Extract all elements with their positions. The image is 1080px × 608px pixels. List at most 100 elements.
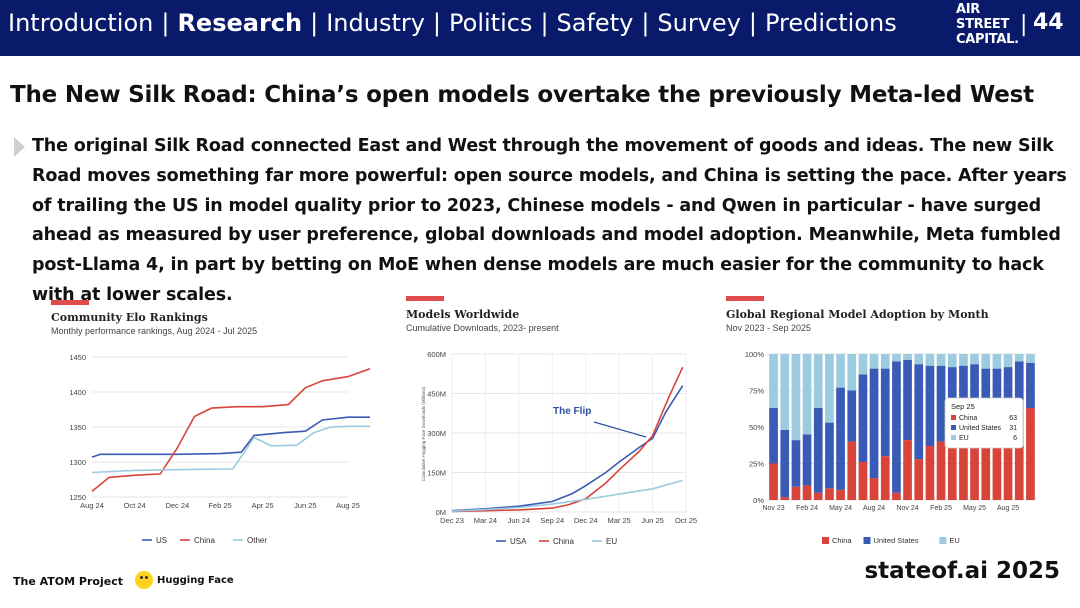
bar-china — [914, 459, 924, 500]
nav-item-politics[interactable]: Politics — [449, 9, 533, 37]
stateof-ai-brand: stateof.ai 2025 — [864, 558, 1060, 584]
bar-united-states — [1014, 361, 1024, 413]
nav-separator: | — [432, 9, 442, 37]
downloads-chart: 0M 150M 300M 450M 600M Dec 23 Mar 24 Jun 24 Sep … — [421, 350, 697, 546]
bar-china — [780, 497, 790, 500]
bar-eu — [825, 354, 834, 423]
bar-eu — [858, 354, 868, 375]
bar-eu — [1026, 354, 1035, 363]
bar-eu — [959, 354, 968, 366]
y-tick-label: 1300 — [69, 458, 86, 467]
bar-eu — [836, 354, 845, 388]
elo-chart-title: Community Elo Rankings — [51, 311, 208, 324]
nav-item-safety[interactable]: Safety — [556, 9, 634, 37]
nav-separator: | — [310, 9, 319, 37]
y-tick-label: 150M — [427, 469, 446, 478]
logo-line: CAPITAL. — [956, 32, 1019, 47]
tooltip-box — [944, 397, 1024, 449]
bar-united-states — [925, 365, 935, 446]
bar-eu — [981, 354, 991, 369]
bar-united-states — [981, 368, 991, 425]
legend-label: USA — [510, 537, 527, 546]
bar-eu — [947, 354, 957, 368]
series-line-us — [91, 416, 370, 458]
bar-united-states — [914, 364, 924, 460]
nav-item-industry[interactable]: Industry — [326, 9, 425, 37]
nav-separator: | — [540, 9, 549, 37]
x-tick-label: Nov 24 — [896, 505, 918, 512]
tooltip-title: Sep 25 — [951, 402, 975, 411]
bar-eu — [813, 354, 823, 408]
bar-china — [892, 492, 901, 500]
bar-eu — [780, 354, 790, 430]
air-street-capital-logo: AIR STREET CAPITAL. — [956, 2, 1019, 47]
bar-china — [769, 463, 778, 500]
bar-eu — [1014, 354, 1024, 362]
bar-china — [981, 424, 991, 500]
legend-label: EU — [949, 536, 959, 545]
x-tick-label: Jun 25 — [641, 516, 664, 525]
nav-item-survey[interactable]: Survey — [657, 9, 741, 37]
y-tick-label: 75% — [749, 387, 764, 396]
bar-china — [947, 440, 957, 500]
bar-united-states — [936, 365, 946, 442]
x-tick-label: Dec 23 — [440, 516, 464, 525]
chart-accent-bar — [406, 296, 444, 301]
bar-united-states — [892, 361, 901, 493]
nav-item-research[interactable]: Research — [177, 9, 303, 37]
x-tick-label: Dec 24 — [574, 516, 598, 525]
bar-united-states — [825, 422, 834, 489]
bar-united-states — [1003, 367, 1013, 416]
bar-china — [847, 441, 857, 500]
tooltip-value: 31 — [1009, 425, 1017, 432]
y-tick-label: 50% — [749, 423, 764, 432]
page-number: 44 — [1033, 10, 1064, 35]
bar-china — [959, 434, 968, 500]
x-tick-label: Feb 25 — [930, 505, 952, 512]
bar-eu — [936, 354, 946, 366]
x-tick-label: Oct 24 — [124, 501, 146, 510]
x-tick-label: Mar 24 — [474, 516, 497, 525]
x-tick-label: Aug 24 — [80, 501, 104, 510]
bar-china — [802, 485, 812, 500]
tooltip-label: EU — [959, 435, 969, 442]
bar-china — [970, 429, 979, 500]
nav-item-introduction[interactable]: Introduction — [8, 9, 154, 37]
y-tick-label: 450M — [427, 390, 446, 399]
tooltip-swatch — [951, 425, 956, 430]
x-tick-label: Jun 24 — [508, 516, 531, 525]
page-separator: | — [1020, 12, 1028, 37]
legend-label: China — [194, 536, 215, 545]
bar-united-states — [858, 374, 868, 462]
bar-china — [791, 486, 801, 500]
slide-body: The original Silk Road connected East an… — [32, 136, 1067, 305]
bar-china — [825, 488, 834, 500]
tooltip-swatch — [951, 435, 956, 440]
nav-item-predictions[interactable]: Predictions — [764, 9, 897, 37]
x-tick-label: Aug 25 — [997, 505, 1019, 512]
atom-project-label: The ATOM Project — [13, 575, 123, 588]
x-tick-label: Feb 24 — [796, 505, 818, 512]
bar-china — [1026, 408, 1035, 500]
bar-china — [813, 492, 823, 500]
nav-separator: | — [748, 9, 757, 37]
series-line-china — [91, 367, 370, 493]
adoption-chart: 0% 25% 50% 75% 100% Nov 23 Feb 24 May 24 Aug 24 N… — [745, 350, 1036, 545]
y-tick-label: 0% — [753, 496, 764, 505]
legend-label: China — [832, 536, 852, 545]
series-line-usa — [451, 385, 684, 512]
adoption-chart-title: Global Regional Model Adoption by Month — [726, 308, 989, 321]
bar-eu — [970, 354, 979, 365]
slide-title: The New Silk Road: China’s open models o… — [10, 82, 1034, 108]
section-nav: Introduction | Research | Industry | Politics |… — [8, 9, 897, 37]
bar-china — [1003, 415, 1013, 500]
tooltip-label: United States — [959, 425, 1002, 432]
bar-eu — [892, 354, 901, 362]
y-axis-label: Cumulative Hugging Face Downloads (Milli… — [421, 386, 426, 481]
bar-china — [992, 419, 1002, 500]
legend-label: US — [156, 536, 167, 545]
y-tick-label: 1400 — [69, 388, 86, 397]
bar-eu — [869, 354, 879, 369]
x-tick-label: Jun 25 — [294, 501, 317, 510]
downloads-chart-subtitle: Cumulative Downloads, 2023- present — [406, 323, 559, 333]
